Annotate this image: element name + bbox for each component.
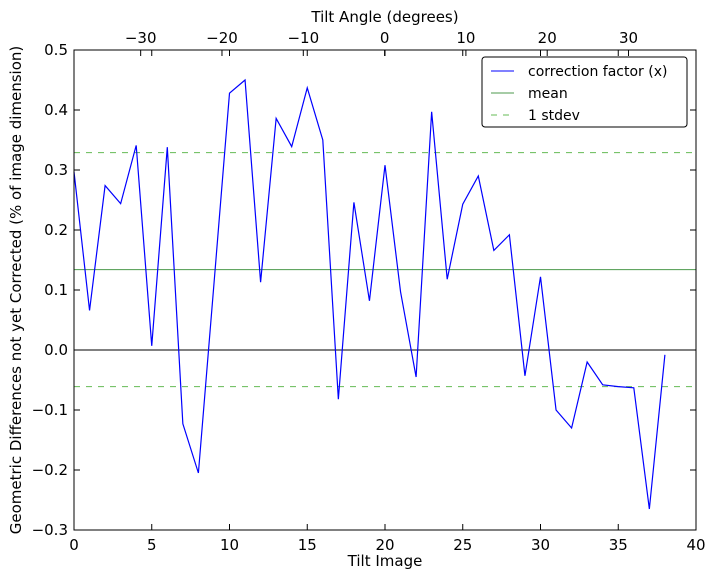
x-tick-label: 30: [531, 536, 550, 554]
y-tick-label: 0.3: [44, 161, 68, 179]
x-tick-label: 5: [147, 536, 157, 554]
y-tick-label: 0.4: [44, 101, 68, 119]
legend-label-mean: mean: [528, 86, 568, 102]
legend-box: [481, 56, 688, 128]
legend-label-stdev: 1 stdev: [528, 108, 580, 124]
x-tick-label: 25: [453, 536, 472, 554]
y-tick-label: 0.5: [44, 41, 68, 59]
top-x-tick-label: −20: [206, 29, 238, 47]
legend: correction factor (x) mean 1 stdev: [481, 56, 688, 128]
top-x-tick-label: 0: [380, 29, 390, 47]
axis-ticks: 0 5 10 15 20 25 30 35 40 −0.3 −0.2 −0.1 0.0 0.1 0.2 0.3…: [32, 29, 706, 554]
x-tick-label: 10: [220, 536, 239, 554]
y-axis-label: Geometric Differences not yet Corrected …: [7, 46, 25, 535]
y-tick-label: −0.1: [32, 401, 68, 419]
plot-lines: [73, 78, 696, 510]
y-tick-label: 0.1: [44, 281, 68, 299]
top-x-tick-label: 30: [619, 29, 638, 47]
correction-factor-line: [73, 78, 666, 510]
legend-label-correction: correction factor (x): [528, 64, 667, 80]
y-tick-label: −0.3: [32, 521, 68, 539]
x-tick-label: 35: [609, 536, 628, 554]
x-tick-label: 15: [298, 536, 317, 554]
y-tick-label: −0.2: [32, 461, 68, 479]
top-x-tick-label: −30: [125, 29, 157, 47]
x-tick-label: 40: [686, 536, 705, 554]
x-tick-label: 0: [69, 536, 79, 554]
y-tick-label: 0.0: [44, 341, 68, 359]
top-x-tick-label: 20: [538, 29, 557, 47]
y-tick-label: 0.2: [44, 221, 68, 239]
top-x-tick-label: 10: [456, 29, 475, 47]
top-x-tick-label: −10: [287, 29, 319, 47]
x-axis-label: Tilt Image: [347, 552, 423, 570]
x-tick-label: 20: [375, 536, 394, 554]
top-x-axis-label: Tilt Angle (degrees): [310, 8, 458, 26]
